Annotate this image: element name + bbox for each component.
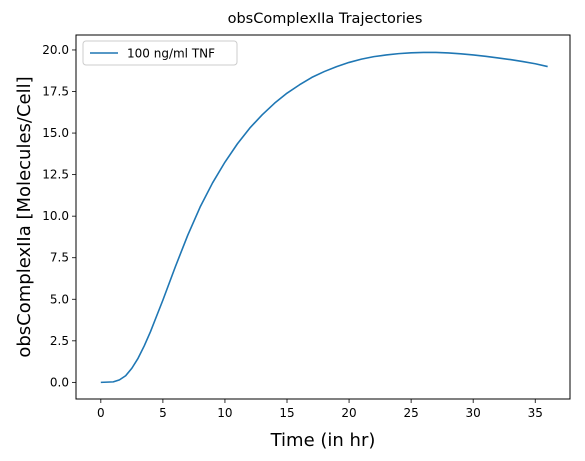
y-axis-label: obsComplexIIa [Molecules/Cell] [14, 76, 35, 357]
y-tick-label: 2.5 [50, 334, 69, 348]
x-tick-label: 35 [528, 406, 543, 420]
x-tick-label: 5 [159, 406, 167, 420]
y-tick-label: 20.0 [42, 43, 69, 57]
x-tick-label: 30 [466, 406, 481, 420]
y-tick-label: 5.0 [50, 292, 69, 306]
y-tick-label: 17.5 [42, 85, 69, 99]
x-tick-label: 0 [97, 406, 105, 420]
y-tick-label: 10.0 [42, 209, 69, 223]
x-tick-label: 25 [403, 406, 418, 420]
x-tick-label: 20 [341, 406, 356, 420]
x-axis-label: Time (in hr) [270, 430, 376, 451]
y-tick-label: 12.5 [42, 168, 69, 182]
legend-label: 100 ng/ml TNF [127, 47, 215, 61]
y-tick-label: 0.0 [50, 375, 69, 389]
y-tick-label: 15.0 [42, 126, 69, 140]
y-tick-label: 7.5 [50, 251, 69, 265]
x-tick-label: 15 [279, 406, 294, 420]
x-tick-label: 10 [217, 406, 232, 420]
legend: 100 ng/ml TNF [83, 41, 237, 65]
chart-title: obsComplexIIa Trajectories [228, 11, 423, 27]
